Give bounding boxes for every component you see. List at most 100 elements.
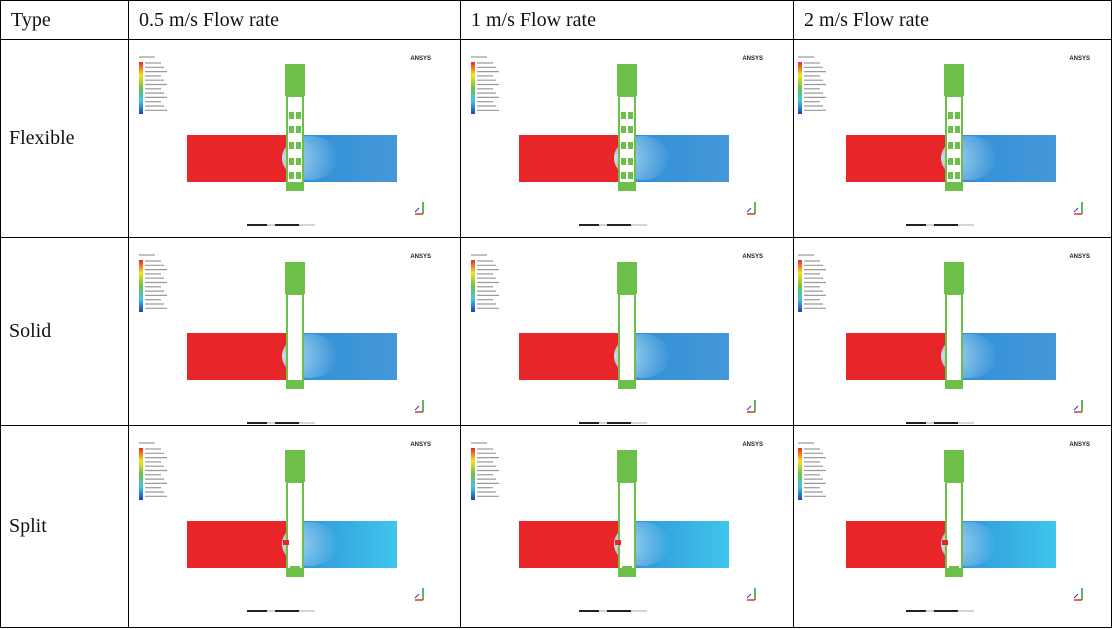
simulation-image: ANSYS <box>135 240 455 424</box>
flap <box>955 172 960 179</box>
simulation-image: ANSYS <box>794 428 1112 626</box>
inlet-region <box>187 135 289 182</box>
simulation-image: ANSYS <box>467 240 787 424</box>
valve-bottom <box>287 182 303 190</box>
row-label: Flexible <box>1 40 129 238</box>
valve-body <box>619 294 635 388</box>
inlet-region <box>519 135 621 182</box>
flap <box>289 112 294 119</box>
split-part <box>615 540 621 545</box>
flap <box>628 142 633 149</box>
table-row: Split ANSYS ANSYS ANSYS <box>1 426 1112 628</box>
valve-top <box>944 262 964 294</box>
valve-top <box>617 64 637 96</box>
triad <box>747 594 751 598</box>
valve-top <box>617 262 637 294</box>
row-label: Split <box>1 426 129 628</box>
flap <box>948 126 953 133</box>
valve-body <box>619 482 635 576</box>
results-table: Type0.5 m/s Flow rate1 m/s Flow rate2 m/… <box>0 0 1112 628</box>
valve-top <box>285 64 305 96</box>
header-cell: Type <box>1 1 129 40</box>
legend-bar <box>798 448 802 500</box>
valve-bottom <box>619 182 635 190</box>
logo: ANSYS <box>742 56 763 62</box>
legend-bar <box>471 448 475 500</box>
image-cell: ANSYS <box>461 40 794 238</box>
valve-top <box>944 64 964 96</box>
valve-body <box>287 294 303 388</box>
triad <box>1074 594 1078 598</box>
flap <box>289 142 294 149</box>
inlet-region <box>846 135 948 182</box>
table-row: Flexible ANSYS ANSYS ANSYS <box>1 40 1112 238</box>
image-cell: ANSYS <box>794 40 1112 238</box>
simulation-image: ANSYS <box>135 42 455 236</box>
flap <box>621 158 626 165</box>
valve-body <box>946 294 962 388</box>
triad <box>415 594 419 598</box>
flap <box>628 126 633 133</box>
split-part <box>283 540 289 545</box>
header-cell: 0.5 m/s Flow rate <box>129 1 461 40</box>
simulation-image: ANSYS <box>467 42 787 236</box>
valve-top <box>617 450 637 482</box>
inlet-region <box>519 333 621 380</box>
triad <box>747 406 751 410</box>
logo: ANSYS <box>1069 56 1090 62</box>
flap <box>955 112 960 119</box>
triad <box>415 406 419 410</box>
flap <box>296 112 301 119</box>
flap <box>628 172 633 179</box>
valve-body <box>946 482 962 576</box>
valve-top <box>285 262 305 294</box>
inlet-region <box>187 333 289 380</box>
page: {"table": {"header": ["Type", "0.5 m/s F… <box>0 0 1112 630</box>
logo: ANSYS <box>742 442 763 448</box>
image-cell: ANSYS <box>129 40 461 238</box>
logo: ANSYS <box>410 56 431 62</box>
flap <box>955 126 960 133</box>
flap <box>948 158 953 165</box>
legend-bar <box>798 62 802 114</box>
image-cell: ANSYS <box>461 238 794 426</box>
logo: ANSYS <box>1069 442 1090 448</box>
triad <box>415 208 419 212</box>
image-cell: ANSYS <box>461 426 794 628</box>
flap <box>948 172 953 179</box>
flap <box>289 126 294 133</box>
flap <box>289 172 294 179</box>
split-part <box>942 540 948 545</box>
inlet-region <box>846 333 948 380</box>
triad <box>747 208 751 212</box>
simulation-image: ANSYS <box>794 42 1112 236</box>
image-cell: ANSYS <box>794 426 1112 628</box>
simulation-image: ANSYS <box>135 428 455 626</box>
legend-bar <box>139 62 143 114</box>
flap <box>621 112 626 119</box>
logo: ANSYS <box>1069 254 1090 260</box>
flap <box>296 142 301 149</box>
simulation-image: ANSYS <box>794 240 1112 424</box>
row-label: Solid <box>1 238 129 426</box>
triad <box>1074 406 1078 410</box>
valve-bottom <box>619 568 635 576</box>
header-cell: 1 m/s Flow rate <box>461 1 794 40</box>
flap <box>628 158 633 165</box>
flap <box>296 126 301 133</box>
flap <box>621 142 626 149</box>
valve-top <box>944 450 964 482</box>
valve-bottom <box>619 380 635 388</box>
valve-bottom <box>946 568 962 576</box>
flap <box>955 142 960 149</box>
valve-bottom <box>946 182 962 190</box>
logo: ANSYS <box>410 442 431 448</box>
triad <box>1074 208 1078 212</box>
flap <box>621 172 626 179</box>
image-cell: ANSYS <box>794 238 1112 426</box>
flap <box>948 142 953 149</box>
inlet-region <box>519 521 621 568</box>
